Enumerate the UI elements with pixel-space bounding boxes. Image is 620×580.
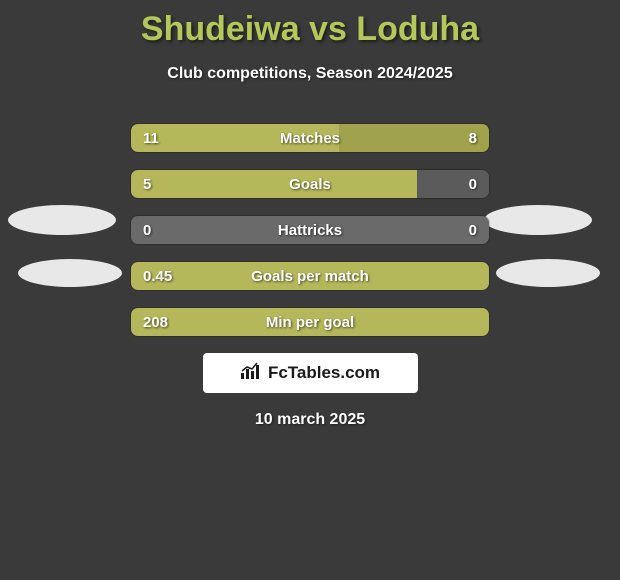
decorative-ellipse	[484, 205, 592, 235]
logo-chart-icon	[240, 362, 262, 385]
logo-text: FcTables.com	[268, 363, 380, 383]
bar-text-overlay: 0.45 Goals per match	[131, 262, 489, 290]
bar-label: Hattricks	[278, 222, 342, 239]
bar-left-value: 0	[143, 222, 151, 239]
comparison-bar-row: 0.45 Goals per match	[130, 261, 490, 291]
bar-right-value: 8	[469, 130, 477, 147]
bar-left-value: 208	[143, 314, 168, 331]
bar-right-value: 0	[469, 176, 477, 193]
bar-label: Matches	[280, 130, 340, 147]
bar-right-value: 0	[469, 222, 477, 239]
bar-text-overlay: 5 Goals 0	[131, 170, 489, 198]
comparison-bar-row: 11 Matches 8	[130, 123, 490, 153]
decorative-ellipse	[496, 259, 600, 287]
bar-label: Goals	[289, 176, 331, 193]
page-subtitle: Club competitions, Season 2024/2025	[0, 65, 620, 83]
comparison-bar-row: 5 Goals 0	[130, 169, 490, 199]
bar-left-value: 11	[143, 130, 159, 147]
comparison-bars: 11 Matches 8 5 Goals 0 0 Hattricks 0 0.45 Goals pe…	[130, 123, 490, 337]
decorative-ellipse	[18, 259, 122, 287]
bar-left-value: 5	[143, 176, 151, 193]
logo-box: FcTables.com	[203, 353, 418, 393]
bar-text-overlay: 208 Min per goal	[131, 308, 489, 336]
bar-text-overlay: 0 Hattricks 0	[131, 216, 489, 244]
bar-label: Goals per match	[251, 268, 369, 285]
comparison-bar-row: 0 Hattricks 0	[130, 215, 490, 245]
date-text: 10 march 2025	[0, 411, 620, 429]
bar-label: Min per goal	[266, 314, 354, 331]
bar-text-overlay: 11 Matches 8	[131, 124, 489, 152]
page-title: Shudeiwa vs Loduha	[0, 0, 620, 49]
decorative-ellipse	[8, 205, 116, 235]
comparison-bar-row: 208 Min per goal	[130, 307, 490, 337]
bar-left-value: 0.45	[143, 268, 172, 285]
